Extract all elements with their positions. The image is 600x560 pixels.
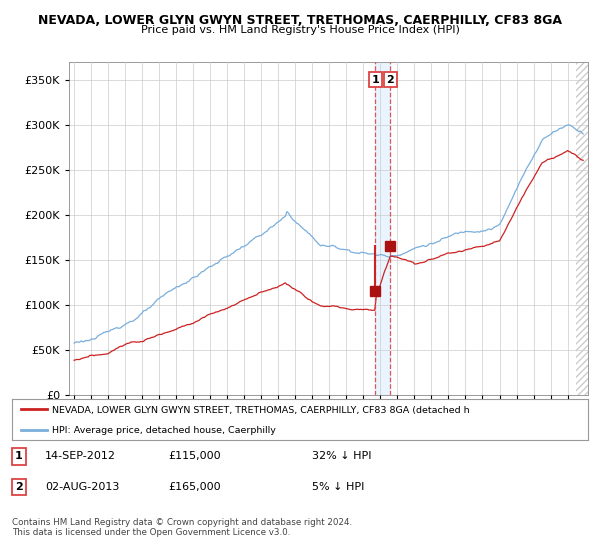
Text: 02-AUG-2013: 02-AUG-2013 bbox=[45, 482, 119, 492]
Text: 5% ↓ HPI: 5% ↓ HPI bbox=[312, 482, 364, 492]
Text: £165,000: £165,000 bbox=[168, 482, 221, 492]
Text: 32% ↓ HPI: 32% ↓ HPI bbox=[312, 451, 371, 461]
Text: NEVADA, LOWER GLYN GWYN STREET, TRETHOMAS, CAERPHILLY, CF83 8GA: NEVADA, LOWER GLYN GWYN STREET, TRETHOMA… bbox=[38, 14, 562, 27]
Text: Price paid vs. HM Land Registry's House Price Index (HPI): Price paid vs. HM Land Registry's House … bbox=[140, 25, 460, 35]
Bar bbox=[576, 62, 588, 395]
Text: NEVADA, LOWER GLYN GWYN STREET, TRETHOMAS, CAERPHILLY, CF83 8GA (detached h: NEVADA, LOWER GLYN GWYN STREET, TRETHOMA… bbox=[52, 405, 470, 414]
Text: 2: 2 bbox=[386, 74, 394, 85]
Text: £115,000: £115,000 bbox=[168, 451, 221, 461]
Bar bbox=[376, 62, 391, 395]
Text: 14-SEP-2012: 14-SEP-2012 bbox=[45, 451, 116, 461]
Text: 1: 1 bbox=[15, 451, 23, 461]
Text: HPI: Average price, detached house, Caerphilly: HPI: Average price, detached house, Caer… bbox=[52, 426, 276, 435]
Text: Contains HM Land Registry data © Crown copyright and database right 2024.
This d: Contains HM Land Registry data © Crown c… bbox=[12, 518, 352, 538]
Text: 1: 1 bbox=[371, 74, 379, 85]
Text: 2: 2 bbox=[15, 482, 23, 492]
Bar bbox=[576, 62, 588, 395]
